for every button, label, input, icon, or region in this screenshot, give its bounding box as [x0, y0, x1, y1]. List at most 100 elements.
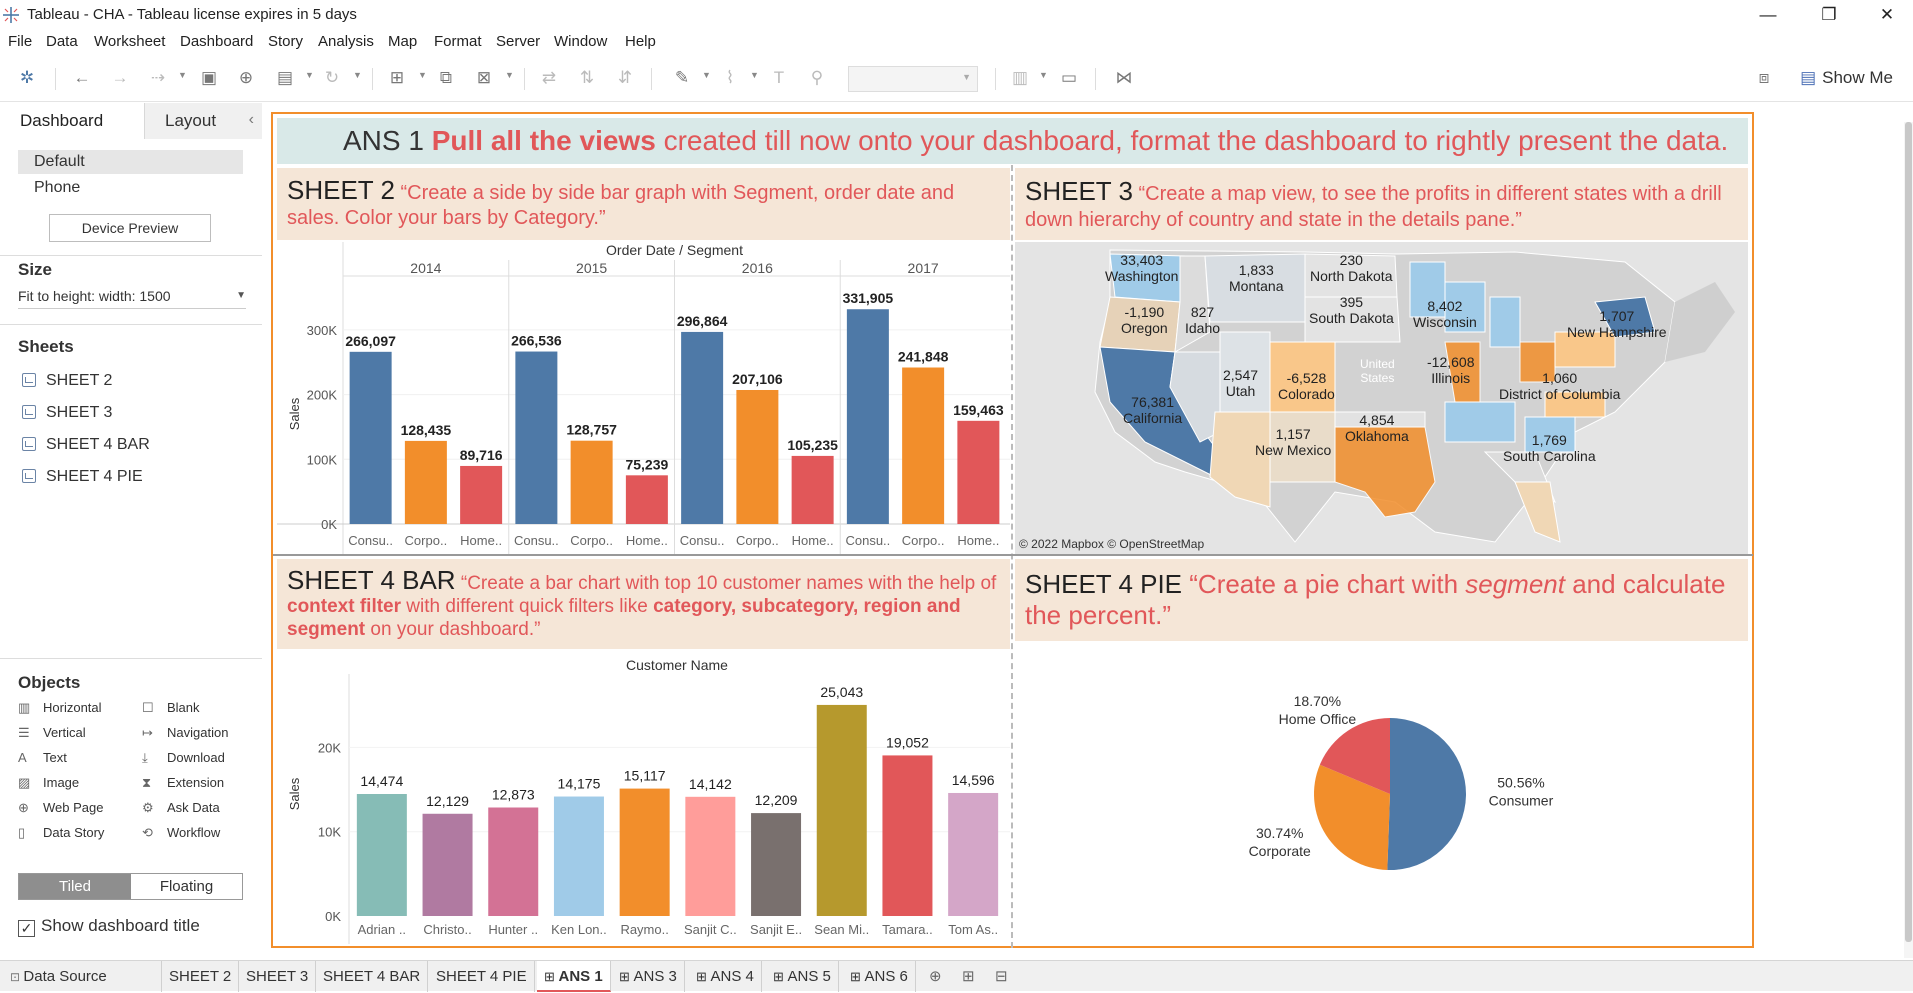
- clear-dropdown-icon[interactable]: ▼: [505, 70, 514, 80]
- tiled-button[interactable]: Tiled: [19, 874, 131, 899]
- tab-sheet-2[interactable]: SHEET 2: [162, 961, 240, 992]
- menu-data[interactable]: Data: [46, 33, 78, 50]
- tab-sheet-3[interactable]: SHEET 3: [239, 961, 317, 992]
- object-data-story[interactable]: ▯ Data Story: [18, 825, 104, 841]
- device-default[interactable]: Default: [18, 150, 243, 174]
- object-image[interactable]: ▨ Image: [18, 775, 79, 791]
- maximize-button[interactable]: ❐: [1821, 5, 1837, 24]
- sheet-item-label: SHEET 3: [46, 404, 113, 421]
- show-dashboard-title-checkbox[interactable]: ✓ Show dashboard title: [18, 916, 200, 937]
- new-data-source-icon[interactable]: ⊕: [238, 68, 254, 87]
- sheet4-bar-chart[interactable]: Customer Name Sales 0K 10K 20K 14,474 Adrian .…: [277, 654, 1010, 944]
- tableau-home-icon[interactable]: ✲: [19, 68, 35, 87]
- group-dropdown-icon[interactable]: ▼: [750, 70, 759, 80]
- show-cards-icon[interactable]: ▥: [1011, 68, 1029, 87]
- sheet4-pie-chart[interactable]: 50.56% Consumer 30.74% Corporate 18.70% Home …: [1015, 644, 1748, 944]
- menu-story[interactable]: Story: [268, 33, 304, 50]
- object-extension[interactable]: ⧗ Extension: [142, 775, 224, 791]
- bar: [488, 807, 539, 916]
- x-tick-label: Corpo..: [405, 533, 448, 548]
- menu-worksheet[interactable]: Worksheet: [94, 33, 166, 50]
- tab-data-source[interactable]: ⊡ Data Source: [0, 961, 162, 992]
- clear-sheet-icon[interactable]: ⊠: [476, 68, 492, 87]
- label-icon[interactable]: T: [773, 68, 785, 87]
- sheet-item-sheet-4-bar[interactable]: SHEET 4 BAR: [22, 436, 150, 454]
- presentation-mode-icon[interactable]: ▭: [1060, 68, 1078, 87]
- tab-ans-1[interactable]: ⊞ ANS 1: [537, 961, 611, 992]
- save-icon[interactable]: ▣: [200, 68, 218, 87]
- minimize-button[interactable]: —: [1759, 5, 1777, 24]
- tab-ans-3[interactable]: ⊞ ANS 3: [612, 961, 685, 992]
- object-download[interactable]: ⤓ Download: [142, 750, 225, 766]
- object-vertical[interactable]: ☰ Vertical: [18, 725, 86, 741]
- toolbar-separator: [524, 68, 525, 90]
- refresh-dropdown-icon[interactable]: ▼: [353, 70, 362, 80]
- tab-sheet-4-pie[interactable]: SHEET 4 PIE: [429, 961, 535, 992]
- object-web-page[interactable]: ⊕ Web Page: [18, 800, 103, 816]
- sheet-item-sheet-2[interactable]: SHEET 2: [22, 372, 112, 390]
- object-workflow[interactable]: ⟲ Workflow: [142, 825, 220, 841]
- size-dropdown[interactable]: Fit to height: width: 1500 ▼: [18, 288, 246, 309]
- tab-dashboard[interactable]: Dashboard: [0, 103, 145, 139]
- redo-icon[interactable]: →: [111, 68, 129, 87]
- pause-updates-icon[interactable]: ▤: [276, 68, 294, 87]
- y-tick-label: 300K: [307, 323, 338, 338]
- sheet-item-sheet-4-pie[interactable]: SHEET 4 PIE: [22, 468, 143, 486]
- swap-icon[interactable]: ⇄: [541, 68, 557, 87]
- bar-data-label: 14,175: [558, 776, 601, 792]
- cards-dropdown-icon[interactable]: ▼: [1039, 70, 1048, 80]
- sheet2-chart[interactable]: Order Date / Segment Sales 0K 100K 200K 300K 2…: [277, 242, 1010, 554]
- tab-ans-5[interactable]: ⊞ ANS 5: [766, 961, 839, 992]
- object-navigation[interactable]: ↦ Navigation: [142, 725, 228, 741]
- highlight-dropdown-icon[interactable]: ▼: [702, 70, 711, 80]
- toolbar-separator: [995, 68, 996, 90]
- menu-window[interactable]: Window: [554, 33, 608, 50]
- group-icon[interactable]: ⌇: [725, 68, 735, 87]
- share-icon[interactable]: ⋈: [1115, 68, 1133, 87]
- object-horizontal[interactable]: ▥ Horizontal: [18, 700, 102, 716]
- menu-map[interactable]: Map: [388, 33, 418, 50]
- pin-icon[interactable]: ⚲: [810, 68, 824, 87]
- tab-ans-4[interactable]: ⊞ ANS 4: [689, 961, 762, 992]
- menu-file[interactable]: File: [8, 33, 33, 50]
- new-worksheet-icon[interactable]: ⊞: [389, 68, 405, 87]
- object-text[interactable]: A Text: [18, 750, 67, 765]
- object-ask-data[interactable]: ⚙ Ask Data: [142, 800, 220, 816]
- device-phone[interactable]: Phone: [34, 179, 81, 196]
- duplicate-icon[interactable]: ⧉: [439, 68, 453, 87]
- highlight-icon[interactable]: ✎: [674, 68, 690, 87]
- tab-sheet-4-bar[interactable]: SHEET 4 BAR: [316, 961, 429, 992]
- sort-ascending-icon[interactable]: ⇅: [579, 68, 595, 87]
- title-bold: Pull all the views: [431, 125, 656, 156]
- close-button[interactable]: ✕: [1879, 5, 1895, 24]
- collapse-pane-icon[interactable]: ‹: [248, 111, 254, 128]
- menu-help[interactable]: Help: [625, 33, 656, 50]
- sort-descending-icon[interactable]: ⇵: [617, 68, 633, 87]
- menu-analysis[interactable]: Analysis: [318, 33, 374, 50]
- replay-icon[interactable]: ⇢: [150, 68, 166, 87]
- menu-format[interactable]: Format: [434, 33, 482, 50]
- replay-dropdown-icon[interactable]: ▼: [178, 70, 187, 80]
- object-blank[interactable]: ☐ Blank: [142, 700, 200, 716]
- vertical-scrollbar[interactable]: [1904, 122, 1913, 958]
- scrollbar-thumb[interactable]: [1905, 122, 1912, 942]
- menu-server[interactable]: Server: [496, 33, 541, 50]
- device-preview-button[interactable]: Device Preview: [49, 214, 211, 242]
- bookmark-icon[interactable]: ⧈: [1758, 68, 1770, 87]
- pause-dropdown-icon[interactable]: ▼: [305, 70, 314, 80]
- new-worksheet-tab-icon[interactable]: ⊕: [929, 968, 942, 985]
- floating-button[interactable]: Floating: [131, 874, 242, 899]
- tab-ans-6[interactable]: ⊞ ANS 6: [843, 961, 916, 992]
- sheet3-map[interactable]: © 2022 Mapbox © OpenStreetMap: [1015, 242, 1748, 554]
- sheet-item-sheet-3[interactable]: SHEET 3: [22, 404, 112, 422]
- new-dashboard-tab-icon[interactable]: ⊞: [962, 968, 975, 985]
- undo-icon[interactable]: ←: [73, 68, 91, 87]
- divider: [0, 255, 262, 256]
- fit-dropdown[interactable]: ▼: [848, 66, 978, 92]
- menu-dashboard[interactable]: Dashboard: [180, 33, 254, 50]
- tab-layout[interactable]: Layout: [145, 103, 262, 139]
- refresh-icon[interactable]: ↻: [324, 68, 340, 87]
- new-sheet-dropdown-icon[interactable]: ▼: [418, 70, 427, 80]
- show-me-button[interactable]: ▤ Show Me: [1800, 68, 1893, 88]
- new-story-tab-icon[interactable]: ⊟: [995, 968, 1008, 985]
